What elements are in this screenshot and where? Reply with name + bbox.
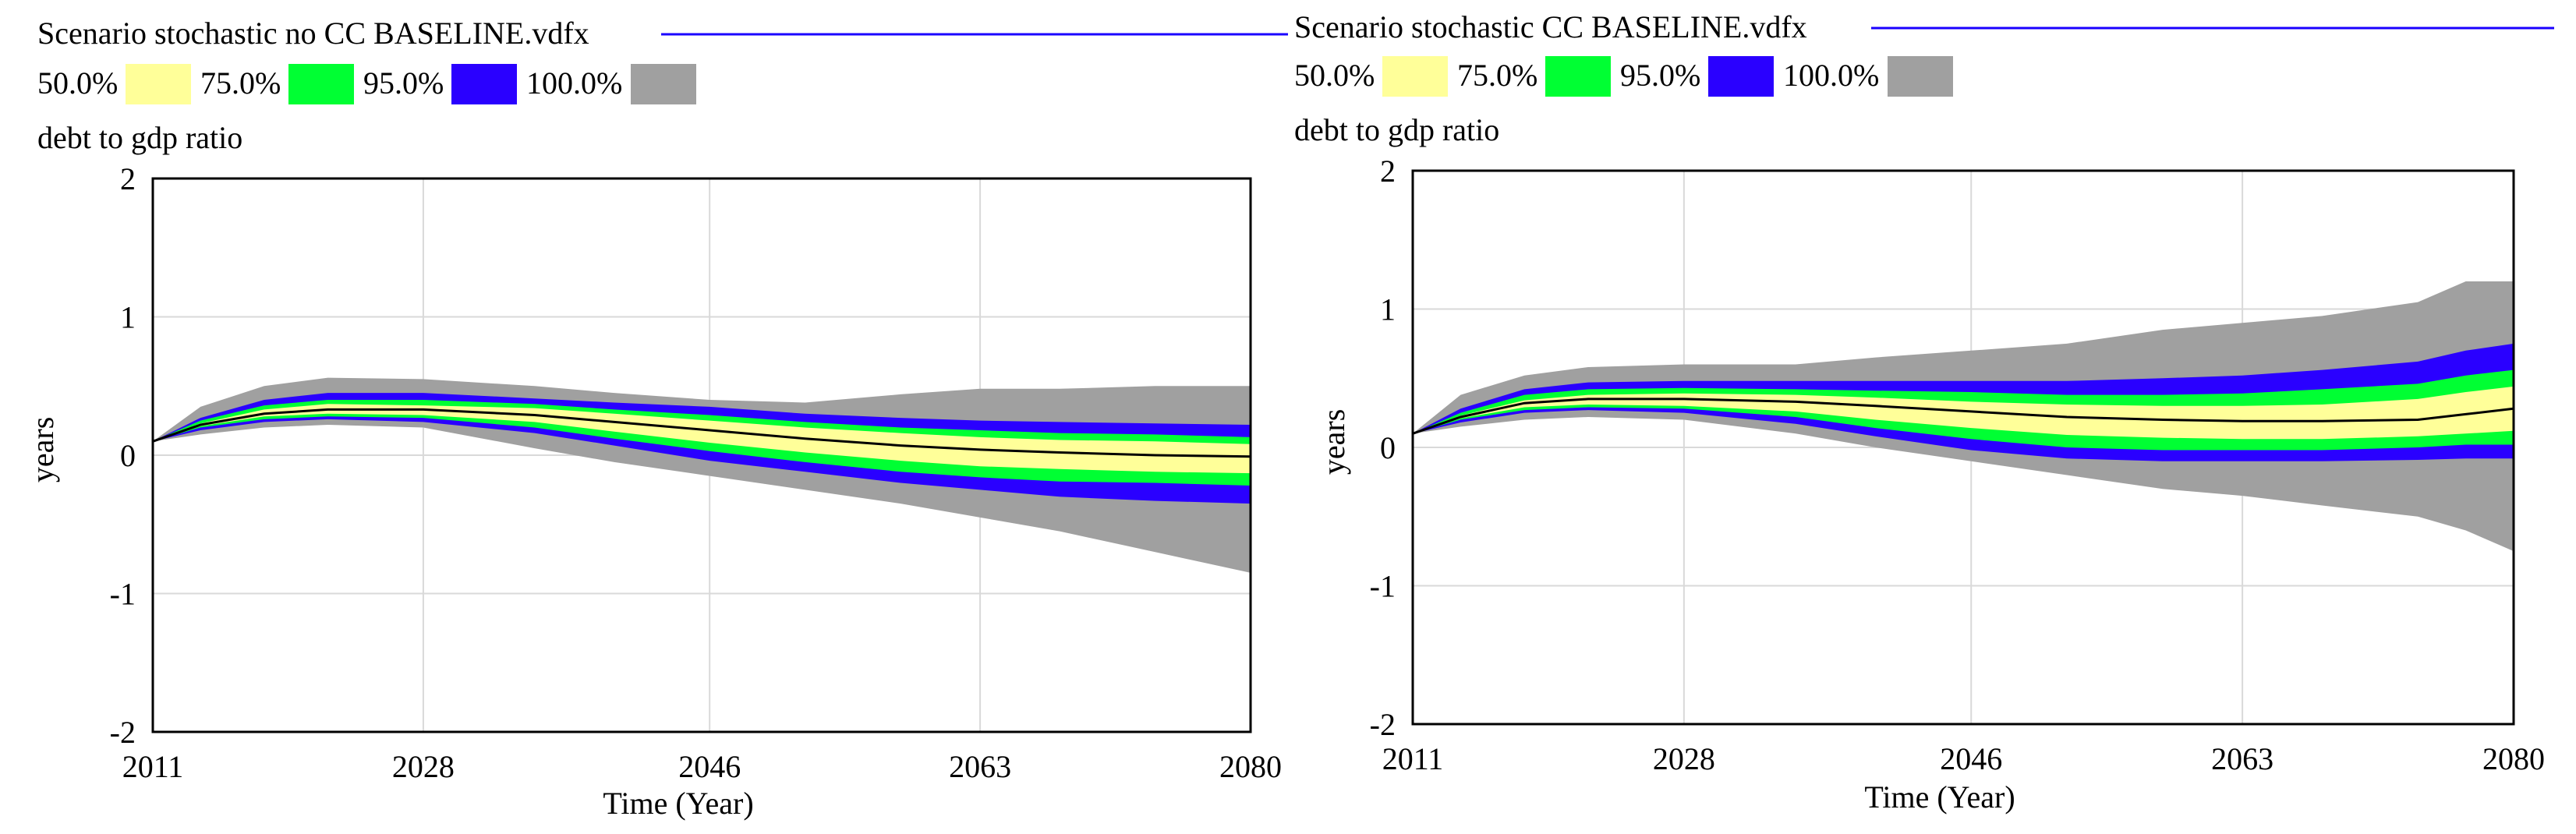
x-tick-label: 2028 bbox=[1653, 741, 1715, 776]
variable-label: debt to gdp ratio bbox=[37, 120, 242, 155]
band-500pct bbox=[153, 404, 1251, 474]
y-axis-label: years bbox=[1316, 409, 1351, 475]
median-line bbox=[1412, 398, 2514, 435]
chart-svg-no-cc: Scenario stochastic no CC BASELINE.vdfx 5… bbox=[25, 16, 1288, 821]
legend-label: 75.0% bbox=[200, 65, 281, 101]
plot-frame bbox=[1411, 169, 2515, 726]
legend-label: 95.0% bbox=[363, 65, 444, 101]
legend-swatch bbox=[1708, 56, 1774, 97]
legend-swatch bbox=[1545, 56, 1611, 97]
chart-title: Scenario stochastic no CC BASELINE.vdfx bbox=[37, 16, 589, 51]
legend-swatch bbox=[451, 64, 517, 104]
legend-label: 100.0% bbox=[526, 65, 622, 101]
y-tick-label: 0 bbox=[1380, 430, 1396, 465]
legend-label: 50.0% bbox=[37, 65, 118, 101]
x-axis-label: Time (Year) bbox=[1864, 779, 2015, 815]
y-tick-label: 0 bbox=[120, 438, 136, 473]
y-tick-label: 2 bbox=[1380, 154, 1396, 189]
chart-panel-no-cc: Scenario stochastic no CC BASELINE.vdfx 5… bbox=[25, 16, 1288, 821]
legend-swatch bbox=[1382, 56, 1448, 97]
y-axis-label: years bbox=[25, 417, 60, 482]
y-tick-label: 1 bbox=[1380, 292, 1396, 327]
x-tick-label: 2046 bbox=[678, 749, 741, 784]
variable-label: debt to gdp ratio bbox=[1294, 112, 1499, 147]
legend-label: 75.0% bbox=[1457, 58, 1537, 93]
x-tick-label: 2046 bbox=[1940, 741, 2002, 776]
legend-swatch bbox=[126, 64, 191, 104]
legend-swatch bbox=[1888, 56, 1953, 97]
x-tick-label: 2080 bbox=[1219, 749, 1282, 784]
chart-panel-cc: Scenario stochastic CC BASELINE.vdfx 50.0… bbox=[1288, 0, 2576, 834]
plot-frame bbox=[151, 177, 1252, 733]
legend-swatch bbox=[288, 64, 354, 104]
y-tick-label: -1 bbox=[110, 577, 136, 612]
legend-label: 50.0% bbox=[1294, 58, 1375, 93]
x-tick-label: 2063 bbox=[2211, 741, 2273, 776]
x-tick-label: 2028 bbox=[392, 749, 455, 784]
legend-label: 95.0% bbox=[1620, 58, 1700, 93]
legend-swatch bbox=[631, 64, 696, 104]
chart-svg-cc: Scenario stochastic CC BASELINE.vdfx 50.0… bbox=[1294, 9, 2554, 815]
y-tick-label: -2 bbox=[1370, 707, 1396, 742]
x-tick-label: 2011 bbox=[122, 749, 184, 784]
x-tick-label: 2063 bbox=[949, 749, 1011, 784]
x-tick-label: 2080 bbox=[2482, 741, 2545, 776]
x-axis-label: Time (Year) bbox=[603, 786, 753, 821]
chart-title: Scenario stochastic CC BASELINE.vdfx bbox=[1294, 9, 1807, 44]
legend-label: 100.0% bbox=[1783, 58, 1879, 93]
median-line bbox=[152, 408, 1251, 458]
y-tick-label: 2 bbox=[120, 161, 136, 196]
y-tick-label: 1 bbox=[120, 300, 136, 335]
x-tick-label: 2011 bbox=[1382, 741, 1444, 776]
y-tick-label: -1 bbox=[1370, 569, 1396, 604]
y-tick-label: -2 bbox=[110, 715, 136, 750]
